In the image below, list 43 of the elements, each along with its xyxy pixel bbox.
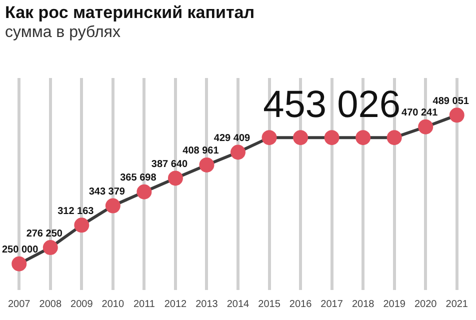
- data-label: 489 051: [432, 96, 470, 107]
- x-tick-label: 2019: [383, 298, 406, 310]
- point: [42, 240, 58, 256]
- point: [105, 198, 120, 214]
- x-tick-label: 2012: [164, 298, 188, 310]
- x-tick-label: 2013: [196, 298, 218, 310]
- data-label: 343 379: [88, 186, 126, 198]
- x-tick-label: 2017: [320, 298, 344, 310]
- point: [168, 170, 183, 186]
- x-tick-label: 2007: [8, 298, 31, 310]
- point: [356, 130, 371, 146]
- annotation: 453 026: [263, 84, 400, 126]
- point: [293, 130, 308, 146]
- point: [449, 108, 464, 123]
- data-label: 429 409: [214, 133, 251, 144]
- x-tick-label: 2010: [102, 298, 124, 310]
- point: [12, 256, 27, 272]
- point: [262, 130, 277, 146]
- data-label: 408 961: [182, 146, 220, 157]
- x-tick-label: 2015: [258, 298, 281, 310]
- point: [136, 184, 152, 200]
- chart-subtitle: сумма в рублях: [5, 24, 120, 42]
- data-label: 387 640: [151, 158, 188, 170]
- data-label: 250 000: [2, 244, 39, 256]
- point: [386, 130, 402, 146]
- x-tick-label: 2021: [446, 298, 468, 310]
- point: [74, 218, 90, 233]
- data-label: 276 250: [26, 228, 63, 240]
- point: [199, 157, 214, 172]
- x-tick-label: 2020: [414, 298, 438, 310]
- chart-title: Как рос материнский капитал: [5, 3, 255, 23]
- data-label: 365 698: [120, 172, 157, 184]
- point: [230, 144, 246, 160]
- x-tick-label: 2009: [70, 298, 94, 310]
- x-tick-label: 2011: [133, 298, 156, 310]
- x-tick-label: 2016: [289, 298, 312, 310]
- data-label: 312 163: [58, 206, 94, 217]
- point: [324, 130, 340, 146]
- x-tick-label: 2008: [39, 298, 62, 310]
- x-tick-label: 2014: [226, 298, 250, 310]
- point: [418, 119, 434, 134]
- x-tick-label: 2018: [352, 298, 375, 310]
- data-label: 470 241: [402, 108, 438, 119]
